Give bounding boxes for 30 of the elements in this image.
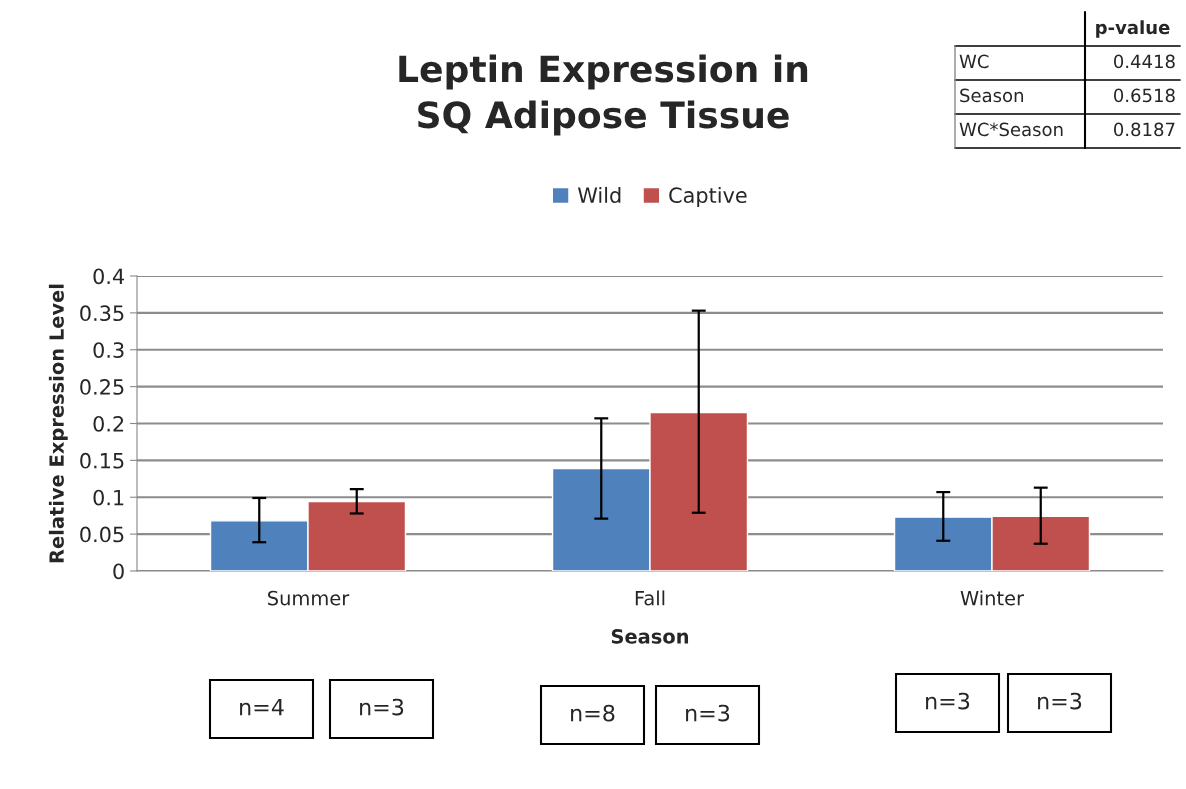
legend-label: Wild xyxy=(577,186,621,204)
y-axis-title: Relative Expression Level xyxy=(48,284,68,563)
text: n=3 xyxy=(1038,692,1082,710)
text: 0.8187 xyxy=(1114,122,1175,137)
text: n=3 xyxy=(360,698,404,716)
y-tick-label: 0.4 xyxy=(93,268,125,285)
text: Season xyxy=(960,88,1023,103)
text: n=8 xyxy=(571,704,615,722)
text: 0.4418 xyxy=(1114,54,1175,69)
y-tick-label: 0.25 xyxy=(80,379,124,395)
x-tick-label: Winter xyxy=(960,590,1025,606)
text: n=3 xyxy=(926,692,970,710)
y-tick-label: 0.05 xyxy=(80,526,124,543)
y-tick-label: 0.2 xyxy=(93,415,124,432)
text: 0.6518 xyxy=(1114,88,1175,103)
y-tick-label: 0.35 xyxy=(80,305,124,322)
text: WC*Season xyxy=(959,122,1063,137)
y-tick-label: 0.3 xyxy=(93,342,124,358)
chart-title: Leptin Expression in SQ Adipose Tissue xyxy=(399,54,808,136)
text: n=4 xyxy=(240,698,284,716)
y-tick-label: 0 xyxy=(113,563,124,580)
legend-label: Captive xyxy=(669,186,747,208)
x-tick-label: Summer xyxy=(268,590,350,606)
y-tick-label: 0.15 xyxy=(80,452,124,469)
text: WC xyxy=(959,54,989,69)
text: p-value xyxy=(1096,20,1170,38)
y-tick-label: 0.1 xyxy=(93,489,124,506)
text: n=3 xyxy=(686,704,730,722)
x-tick-label: Fall xyxy=(635,590,665,606)
x-axis-title: Season xyxy=(611,629,689,644)
